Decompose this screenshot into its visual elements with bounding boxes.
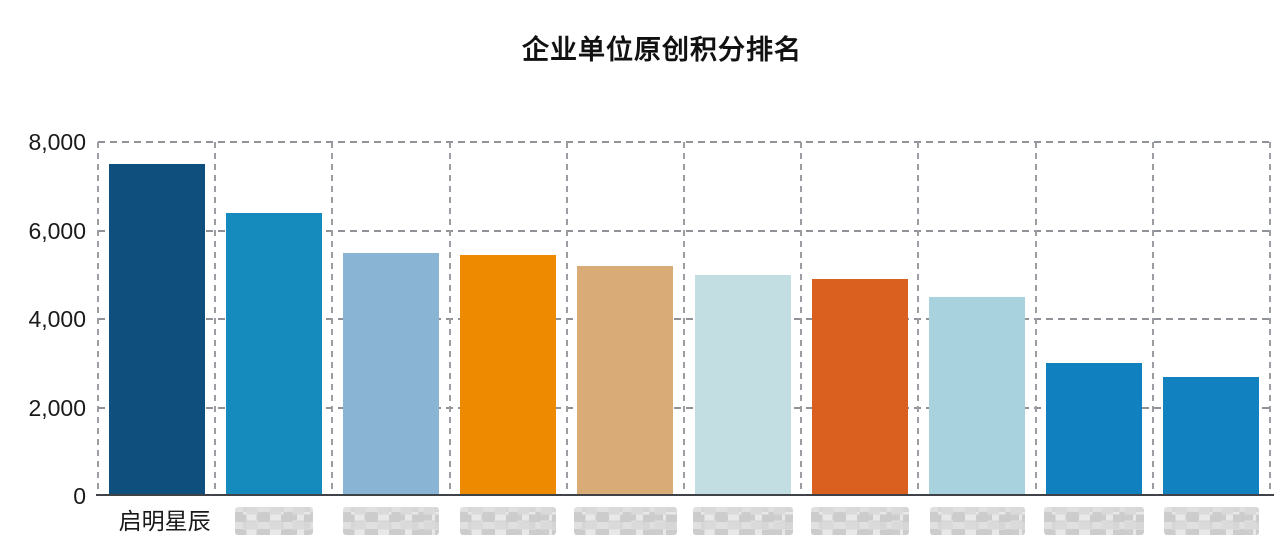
x-axis-label-redacted: [234, 507, 313, 535]
bar-rank-5: [577, 265, 674, 496]
v-gridline: [331, 142, 334, 496]
y-axis-tick-label: 4,000: [28, 306, 86, 332]
bar-rank-3: [343, 252, 439, 496]
chart-title: 企业单位原创积分排名: [522, 35, 802, 65]
y-axis-tick-label: 2,000: [28, 394, 86, 421]
x-axis-line: [96, 494, 1274, 496]
x-axis-label-redacted: [343, 507, 439, 535]
bar-rank-6: [694, 274, 791, 496]
v-gridline: [97, 142, 99, 496]
v-gridline: [1034, 142, 1037, 496]
bar-rank-8: [929, 296, 1025, 496]
v-gridline: [917, 142, 920, 496]
v-gridline: [1151, 142, 1154, 496]
x-axis-label-redacted: [573, 507, 677, 535]
v-gridline: [683, 142, 685, 496]
v-gridline: [448, 142, 451, 496]
y-axis-tick-label: 8,000: [28, 129, 86, 155]
x-axis-label-redacted: [1163, 507, 1259, 535]
bar-rank-2: [225, 212, 322, 496]
v-gridline: [565, 142, 568, 496]
v-gridline: [1269, 142, 1271, 496]
v-gridline: [214, 142, 217, 496]
x-axis-label-redacted: [692, 507, 793, 535]
bar-rank-4: [460, 254, 557, 496]
x-axis-label-redacted: [929, 507, 1025, 535]
x-axis-label-redacted: [810, 507, 909, 535]
bar-rank-9: [1046, 363, 1143, 496]
bar-rank-10: [1163, 376, 1260, 496]
x-axis-label-redacted: [460, 507, 557, 535]
bar-rank-7: [811, 279, 908, 496]
x-axis-label: 启明星辰: [118, 508, 211, 534]
bar-rank-1: [108, 164, 205, 496]
y-axis-tick-label: 6,000: [28, 217, 86, 244]
x-axis-label-redacted: [1044, 507, 1145, 535]
y-axis-tick-label: 0: [73, 483, 86, 509]
v-gridline: [800, 142, 803, 496]
